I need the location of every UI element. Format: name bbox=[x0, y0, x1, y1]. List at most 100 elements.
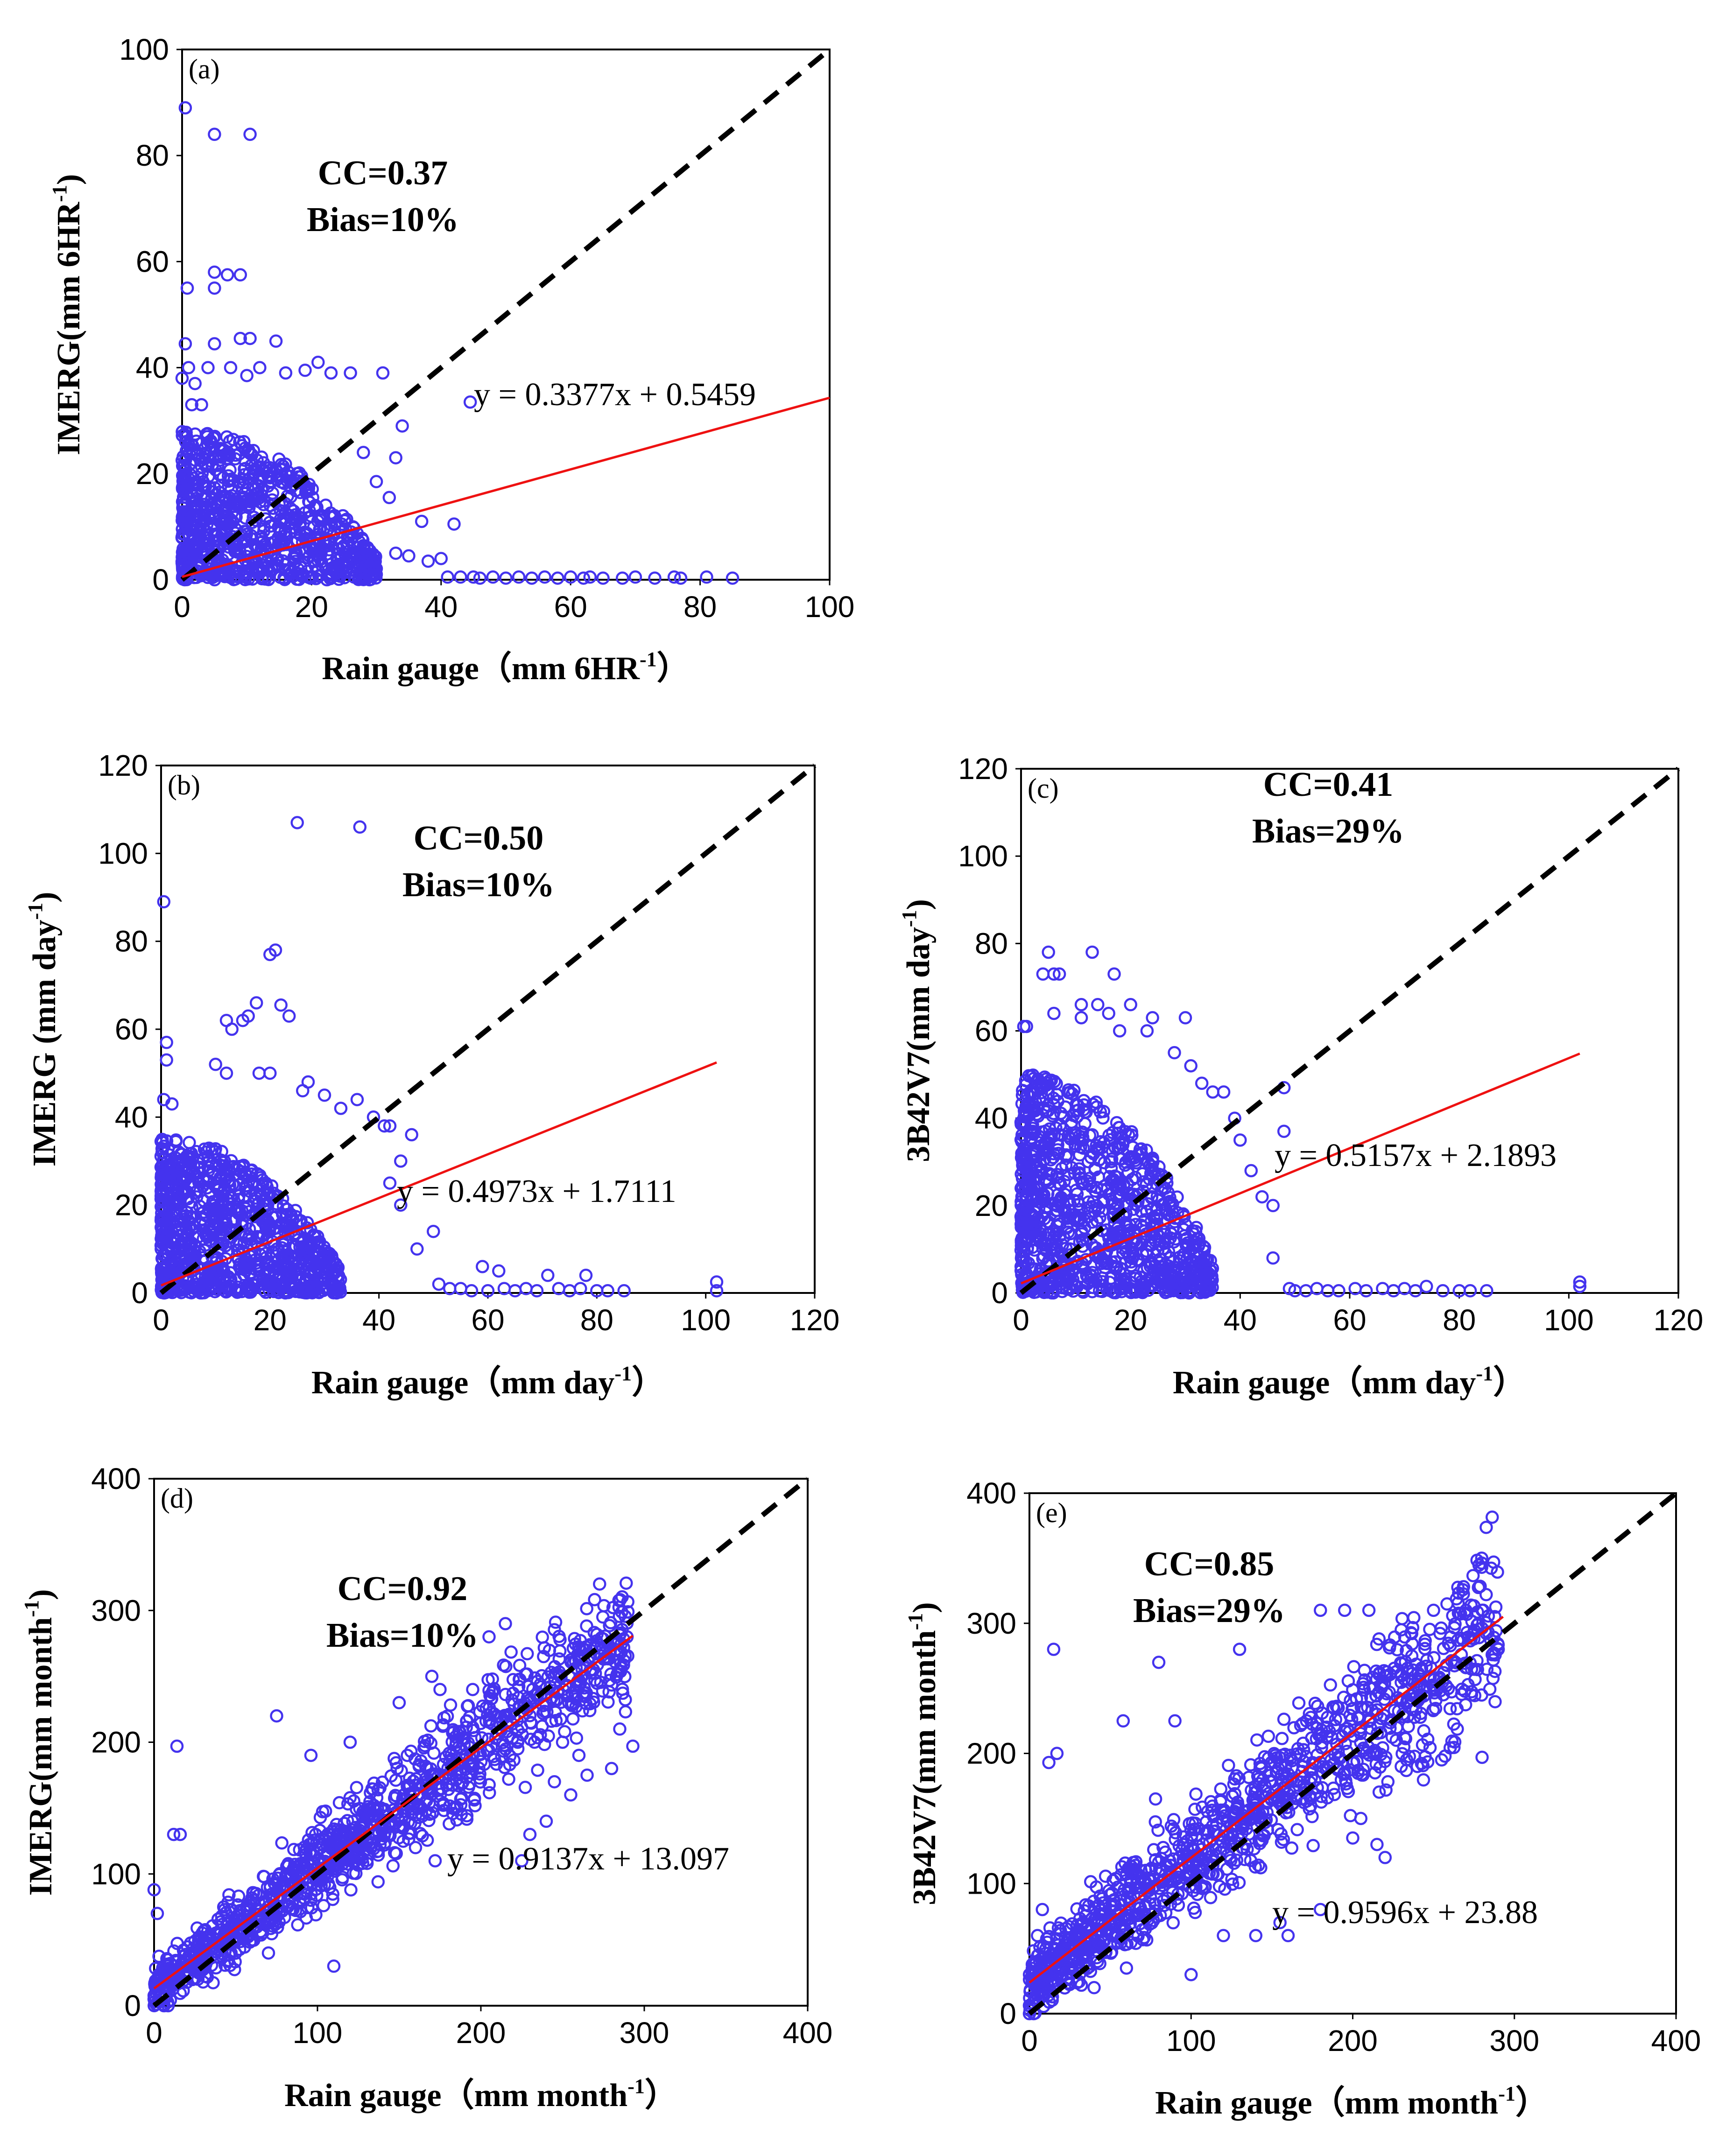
scatter-point bbox=[188, 427, 202, 441]
panel-label: (b) bbox=[168, 770, 200, 801]
x-tick-label: 100 bbox=[293, 2016, 343, 2050]
scatter-point bbox=[1149, 1177, 1163, 1191]
scatter-point bbox=[544, 1665, 558, 1679]
scatter-point bbox=[601, 1284, 614, 1298]
scatter-point bbox=[375, 1775, 389, 1789]
scatter-point bbox=[192, 1283, 206, 1297]
scatter-point bbox=[1057, 1174, 1071, 1188]
scatter-point bbox=[264, 519, 277, 533]
scatter-point bbox=[360, 1854, 374, 1867]
scatter-point bbox=[327, 1837, 341, 1851]
y-tick-label: 100 bbox=[958, 839, 1008, 873]
scatter-point bbox=[674, 571, 688, 585]
scatter-series bbox=[154, 816, 724, 1300]
scatter-point bbox=[364, 1786, 377, 1800]
scatter-point bbox=[301, 1075, 315, 1089]
scatter-point bbox=[1187, 1901, 1201, 1915]
x-axis-label-end: ） bbox=[632, 1364, 664, 1401]
scatter-point bbox=[558, 1725, 571, 1739]
scatter-point bbox=[371, 1875, 385, 1889]
scatter-point bbox=[147, 1883, 161, 1896]
scatter-point bbox=[1092, 1201, 1106, 1215]
scatter-point bbox=[1109, 1285, 1122, 1299]
x-tick-label: 80 bbox=[1443, 1303, 1476, 1337]
scatter-point bbox=[1170, 1190, 1184, 1204]
scatter-point bbox=[1032, 1280, 1045, 1294]
scatter-point bbox=[302, 495, 316, 508]
scatter-point bbox=[344, 533, 358, 547]
scatter-point bbox=[249, 1220, 263, 1234]
scatter-point bbox=[1016, 1254, 1030, 1268]
scatter-point bbox=[220, 268, 234, 282]
scatter-point bbox=[252, 1066, 266, 1080]
scatter-point bbox=[1107, 967, 1121, 981]
scatter-point bbox=[209, 1961, 223, 1975]
scatter-point bbox=[280, 1259, 293, 1273]
cc-annotation: CC=0.41 bbox=[1263, 765, 1394, 804]
scatter-point bbox=[1409, 1284, 1423, 1298]
scatter-point bbox=[183, 1285, 197, 1299]
scatter-point bbox=[185, 398, 199, 412]
x-tick-label: 300 bbox=[1489, 2024, 1539, 2058]
scatter-point bbox=[201, 361, 215, 374]
scatter-point bbox=[1420, 1279, 1433, 1293]
scatter-point bbox=[224, 1154, 238, 1167]
scatter-point bbox=[217, 489, 231, 503]
scatter-point bbox=[483, 1786, 496, 1799]
scatter-point bbox=[1077, 1098, 1091, 1112]
x-axis-label-sup: -1 bbox=[1476, 1362, 1493, 1385]
scatter-point bbox=[424, 1719, 438, 1733]
scatter-point bbox=[535, 1630, 549, 1644]
scatter-point bbox=[410, 1242, 424, 1256]
scatter-point bbox=[279, 538, 293, 551]
x-tick-label: 120 bbox=[1654, 1303, 1704, 1337]
scatter-point bbox=[615, 571, 629, 585]
scatter-point bbox=[444, 1748, 458, 1762]
x-tick-label: 200 bbox=[1328, 2024, 1378, 2058]
scatter-point bbox=[160, 1053, 173, 1067]
x-tick-label: 60 bbox=[554, 590, 587, 624]
scatter-point bbox=[1126, 1140, 1140, 1154]
scatter-point bbox=[402, 549, 416, 563]
scatter-point bbox=[572, 1749, 586, 1762]
scatter-point bbox=[326, 1892, 339, 1906]
x-axis-label: Rain gauge（mm 6HR-1） bbox=[322, 648, 689, 687]
scatter-point bbox=[1036, 1252, 1050, 1265]
scatter-series bbox=[1014, 945, 1587, 1300]
y-axis-label: IMERG(mm month-1) bbox=[20, 1589, 59, 1896]
scatter-point bbox=[454, 570, 467, 584]
scatter-point bbox=[162, 1239, 176, 1252]
scatter-point bbox=[1071, 1214, 1085, 1228]
scatter-point bbox=[616, 1686, 630, 1700]
scatter-point bbox=[289, 567, 303, 580]
scatter-point bbox=[300, 1216, 314, 1229]
scatter-point bbox=[1399, 1732, 1413, 1746]
scatter-point bbox=[486, 1686, 499, 1700]
scatter-point bbox=[192, 1166, 206, 1180]
y-tick-label: 0 bbox=[152, 563, 169, 597]
x-tick-label: 60 bbox=[471, 1303, 504, 1337]
scatter-point bbox=[1028, 1087, 1042, 1101]
scatter-point bbox=[588, 1666, 602, 1680]
scatter-point bbox=[617, 1654, 631, 1668]
scatter-point bbox=[518, 1781, 532, 1794]
scatter-point bbox=[1052, 967, 1066, 981]
scatter-point bbox=[1157, 1236, 1171, 1250]
scatter-point bbox=[444, 1698, 458, 1712]
scatter-point bbox=[628, 570, 642, 584]
scatter-point bbox=[343, 1791, 357, 1805]
scatter-point bbox=[304, 1223, 317, 1236]
scatter-point bbox=[313, 510, 326, 524]
scatter-point bbox=[262, 1264, 276, 1278]
scatter-point bbox=[245, 1933, 259, 1947]
scatter-point bbox=[175, 372, 189, 385]
scatter-point bbox=[1134, 1281, 1148, 1295]
scatter-point bbox=[504, 1645, 518, 1659]
scatter-point bbox=[376, 366, 390, 380]
scatter-point bbox=[389, 451, 402, 464]
scatter-point bbox=[289, 1240, 303, 1253]
scatter-point bbox=[264, 1922, 278, 1935]
x-axis-label-sup: -1 bbox=[614, 1362, 632, 1385]
scatter-point bbox=[1036, 1190, 1050, 1204]
